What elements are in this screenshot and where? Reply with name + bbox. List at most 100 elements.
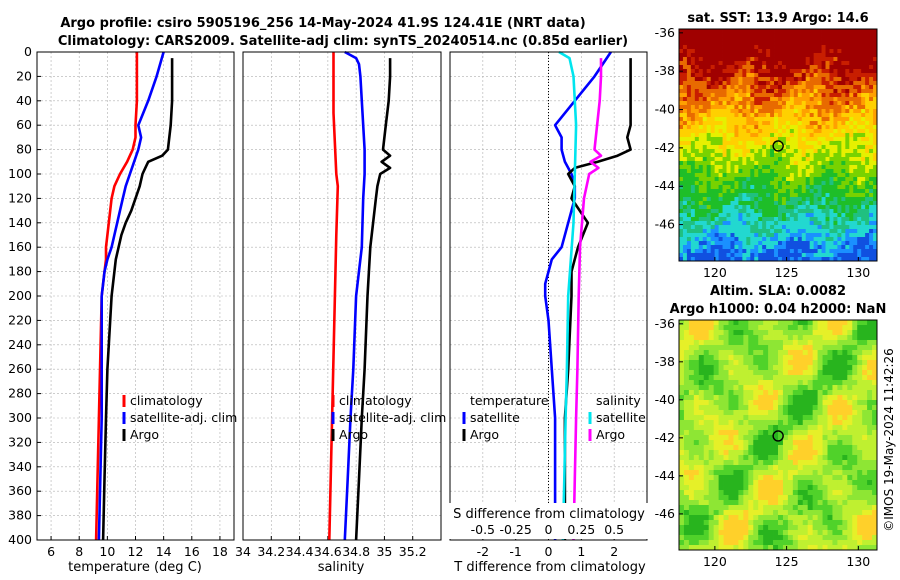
map-cell	[730, 205, 735, 210]
map-cell	[686, 201, 692, 206]
map-cell	[702, 45, 708, 50]
map-cell	[869, 185, 874, 190]
map-cell	[837, 325, 843, 331]
map-cell	[763, 325, 769, 331]
map-cell	[768, 460, 774, 466]
map-cell	[821, 61, 826, 66]
map-cell	[867, 390, 873, 396]
map-cell	[743, 415, 749, 421]
map-cell	[862, 345, 868, 351]
map-cell	[718, 117, 723, 122]
map-cell	[841, 97, 846, 102]
map-cell	[862, 440, 868, 446]
map-cell	[833, 73, 838, 78]
map-cell	[773, 320, 779, 326]
map-cell	[768, 540, 774, 546]
map-cell	[847, 530, 853, 536]
map-cell	[682, 181, 688, 186]
map-cell	[750, 109, 755, 114]
map-cell	[730, 29, 735, 34]
map-cell	[754, 117, 759, 122]
map-cell	[682, 33, 688, 38]
map-cell	[829, 81, 834, 86]
map-cell	[710, 153, 716, 158]
map-cell	[686, 53, 692, 58]
map-cell	[754, 169, 759, 174]
map-cell	[758, 460, 764, 466]
map-cell	[682, 173, 688, 178]
salinity-legend: climatology satellite-adj. clim Argo	[331, 393, 446, 442]
map-cell	[847, 365, 853, 371]
map-cell	[782, 500, 789, 506]
map-cell	[746, 225, 751, 230]
map-cell	[774, 105, 779, 110]
map-cell	[688, 380, 695, 386]
map-cell	[789, 253, 795, 258]
map-cell	[714, 97, 719, 102]
map-cell	[698, 400, 705, 406]
map-cell	[773, 425, 779, 431]
map-cell	[797, 465, 804, 471]
map-cell	[738, 520, 744, 526]
map-cell	[694, 213, 700, 218]
s-axis-tick-label: 0	[545, 522, 553, 537]
map-cell	[807, 545, 814, 551]
map-cell	[748, 500, 754, 506]
map-cell	[708, 515, 715, 521]
map-cell	[766, 249, 771, 254]
map-cell	[869, 229, 874, 234]
map-cell	[849, 225, 854, 230]
map-cell	[714, 173, 719, 178]
map-cell	[682, 105, 688, 110]
map-cell	[867, 470, 873, 476]
map-cell	[781, 133, 787, 138]
map-cell	[861, 201, 866, 206]
map-cell	[702, 89, 708, 94]
map-cell	[713, 405, 719, 411]
map-cell	[833, 101, 838, 106]
map-cell	[827, 320, 833, 326]
map-cell	[762, 173, 767, 178]
map-cell	[722, 105, 727, 110]
map-cell	[713, 360, 719, 366]
map-cell	[726, 105, 731, 110]
map-cell	[778, 77, 783, 82]
map-cell	[713, 465, 719, 471]
map-cell	[738, 320, 744, 326]
map-cell	[822, 485, 828, 491]
map-cell	[801, 141, 807, 146]
map-cell	[693, 485, 700, 491]
map-cell	[774, 213, 779, 218]
map-cell	[738, 77, 743, 82]
map-cell	[718, 505, 724, 511]
map-cell	[702, 181, 708, 186]
map-cell	[682, 205, 688, 210]
map-cell	[873, 101, 878, 106]
map-cell	[728, 475, 734, 481]
map-cell	[849, 221, 854, 226]
map-cell	[781, 125, 787, 130]
map-cell	[742, 65, 747, 70]
map-cell	[738, 209, 743, 214]
map-cell	[758, 153, 763, 158]
map-cell	[718, 525, 724, 531]
map-cell	[873, 145, 878, 150]
map-cell	[758, 257, 763, 262]
map-cell	[742, 157, 747, 162]
map-cell	[738, 189, 743, 194]
map-cell	[822, 480, 828, 486]
map-cell	[852, 530, 858, 536]
map-cell	[865, 213, 870, 218]
temperature-x-label: temperature (deg C)	[68, 560, 202, 575]
map-cell	[857, 205, 862, 210]
map-cell	[827, 545, 833, 551]
map-cell	[758, 475, 764, 481]
map-cell	[837, 380, 843, 386]
map-cell	[857, 545, 863, 551]
map-cell	[792, 320, 799, 326]
map-cell	[837, 157, 842, 162]
map-cell	[857, 410, 863, 416]
map-cell	[827, 535, 833, 541]
map-cell	[694, 145, 700, 150]
map-cell	[722, 121, 727, 126]
